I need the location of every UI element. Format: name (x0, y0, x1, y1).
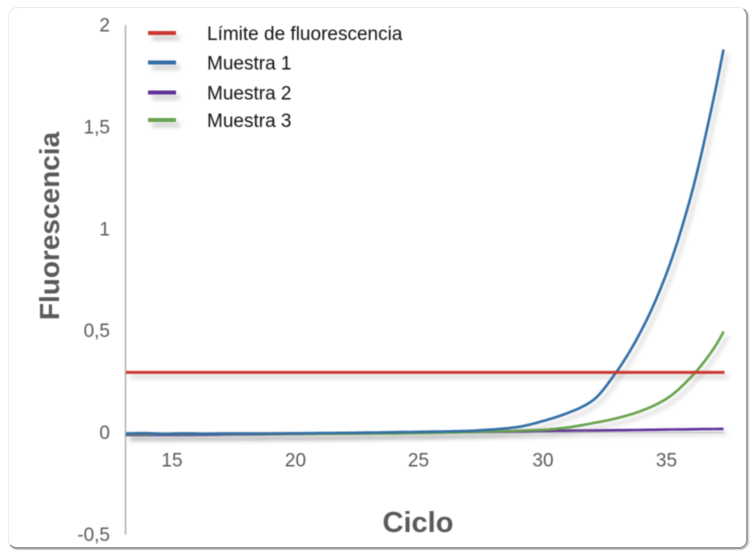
svg-text:-0,5: -0,5 (77, 525, 110, 546)
svg-text:25: 25 (408, 451, 429, 472)
svg-text:Muestra 3: Muestra 3 (207, 111, 291, 132)
svg-text:Muestra 2: Muestra 2 (207, 83, 291, 104)
svg-text:Fluorescencia: Fluorescencia (34, 131, 65, 320)
svg-text:30: 30 (532, 451, 553, 472)
svg-text:Ciclo: Ciclo (383, 507, 454, 539)
svg-text:15: 15 (161, 451, 182, 472)
svg-text:35: 35 (656, 451, 677, 472)
svg-text:20: 20 (285, 451, 306, 472)
svg-text:0,5: 0,5 (84, 321, 110, 342)
svg-text:1,5: 1,5 (84, 118, 110, 139)
svg-text:Muestra 1: Muestra 1 (207, 53, 291, 74)
svg-text:Límite de fluorescencia: Límite de fluorescencia (207, 24, 403, 45)
svg-text:2: 2 (99, 16, 110, 37)
svg-text:1: 1 (99, 220, 110, 241)
svg-text:0: 0 (99, 423, 110, 444)
